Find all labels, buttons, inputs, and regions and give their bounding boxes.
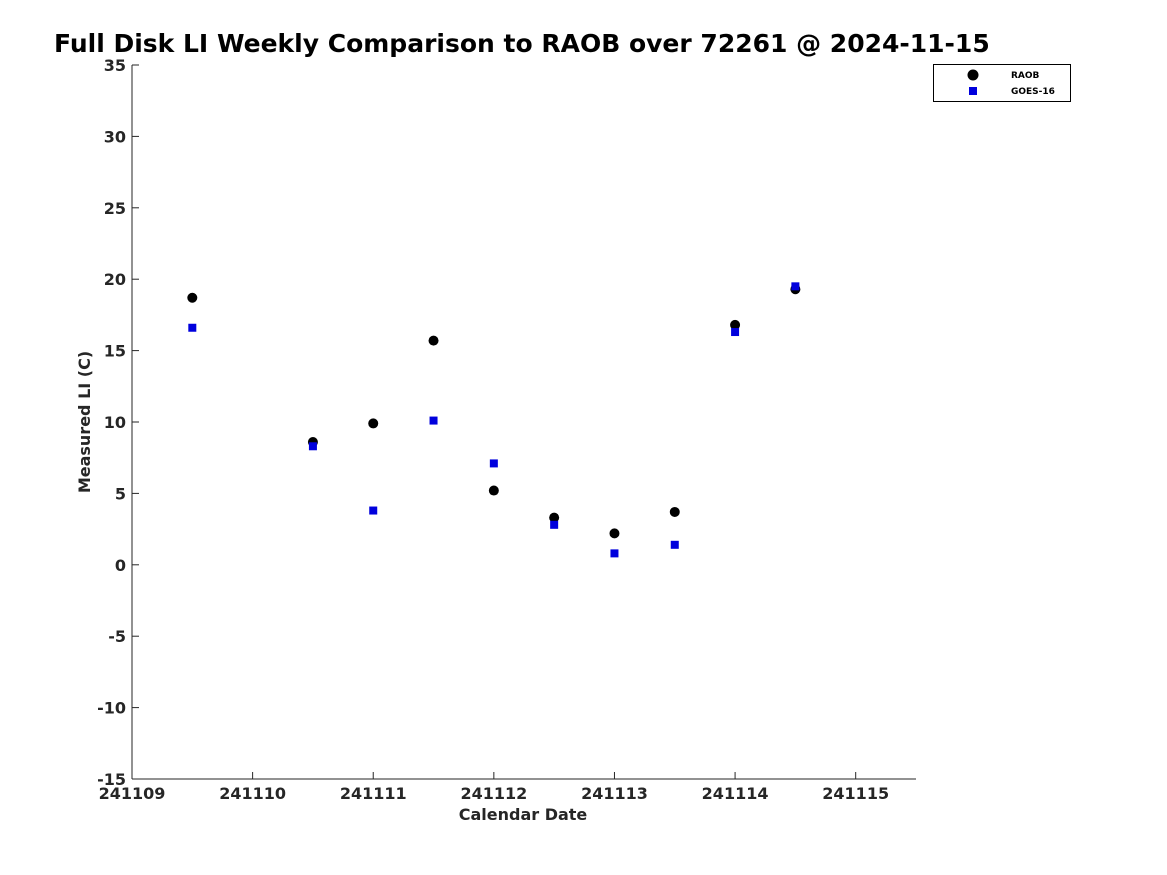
- x-tick-label: 241113: [581, 784, 648, 803]
- x-tick-label: 241110: [219, 784, 286, 803]
- y-axis-label: Measured LI (C): [75, 351, 94, 493]
- x-axis-ticks: 241109 241110 241111 241112 241113 241114 2411…: [99, 772, 889, 803]
- x-tick-label: 241112: [460, 784, 527, 803]
- data-point: [609, 528, 620, 539]
- data-point: [488, 485, 499, 496]
- legend-marker-raob: [967, 69, 979, 81]
- data-point: [369, 506, 378, 515]
- y-tick-label: -15: [97, 770, 126, 789]
- legend: RAOB GOES-16: [933, 64, 1071, 102]
- y-tick-label: 0: [115, 556, 126, 575]
- x-tick-label: 241114: [702, 784, 769, 803]
- y-axis-ticks: 35 30 25 20 15 10 5 0 -5 -10 -15: [97, 56, 139, 789]
- data-point: [489, 459, 498, 468]
- legend-label-raob: RAOB: [1011, 71, 1040, 81]
- data-point: [550, 520, 559, 529]
- data-point: [368, 418, 379, 429]
- data-point: [731, 328, 740, 337]
- legend-marker-goes16: [969, 87, 977, 95]
- x-tick-label: 241115: [822, 784, 889, 803]
- data-point: [669, 506, 680, 517]
- data-point: [188, 323, 197, 332]
- y-tick-label: 5: [115, 484, 126, 503]
- data-point: [610, 549, 619, 558]
- x-tick-label: 241111: [340, 784, 407, 803]
- data-point: [730, 319, 741, 330]
- data-points: [187, 282, 801, 558]
- x-tick-label: 241109: [99, 784, 166, 803]
- chart-title: Full Disk LI Weekly Comparison to RAOB o…: [54, 29, 990, 58]
- series-goes-16: [188, 282, 800, 558]
- y-tick-label: 10: [104, 413, 126, 432]
- y-tick-label: 15: [104, 342, 126, 361]
- data-point: [791, 282, 800, 291]
- legend-label-goes16: GOES-16: [1011, 87, 1055, 97]
- data-point: [670, 540, 679, 549]
- y-tick-label: 25: [104, 199, 126, 218]
- y-tick-label: -5: [108, 627, 126, 646]
- y-tick-label: 30: [104, 127, 126, 146]
- y-tick-label: 35: [104, 56, 126, 75]
- data-point: [308, 442, 317, 451]
- y-tick-label: -10: [97, 699, 126, 718]
- legend-box: [933, 64, 1071, 102]
- data-point: [428, 335, 439, 346]
- x-axis-label: Calendar Date: [459, 805, 588, 824]
- data-point: [187, 292, 198, 303]
- data-point: [549, 512, 560, 523]
- y-tick-label: 20: [104, 270, 126, 289]
- data-point: [429, 416, 438, 425]
